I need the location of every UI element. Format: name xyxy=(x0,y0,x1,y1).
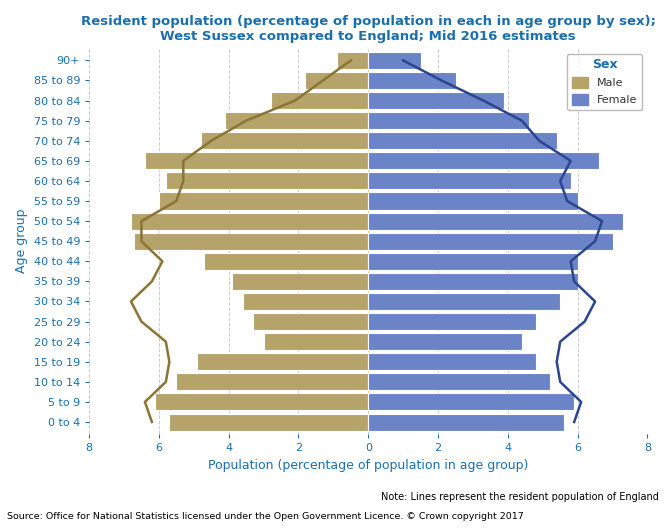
Bar xyxy=(145,152,368,169)
Bar xyxy=(368,72,456,89)
Bar xyxy=(166,172,368,189)
Bar xyxy=(368,233,613,250)
Bar xyxy=(368,92,504,109)
Bar xyxy=(337,52,368,69)
Bar xyxy=(253,313,368,330)
Bar xyxy=(176,373,368,390)
Bar xyxy=(306,72,368,89)
Bar xyxy=(131,213,368,230)
Bar xyxy=(225,112,368,129)
Bar xyxy=(135,233,368,250)
X-axis label: Population (percentage of population in age group): Population (percentage of population in … xyxy=(208,459,528,472)
Text: Source: Office for National Statistics licensed under the Open Government Licenc: Source: Office for National Statistics l… xyxy=(7,513,523,522)
Bar xyxy=(155,394,368,411)
Bar xyxy=(368,52,421,69)
Title: Resident population (percentage of population in each in age group by sex);
West: Resident population (percentage of popul… xyxy=(81,15,656,43)
Bar xyxy=(368,172,571,189)
Bar xyxy=(368,414,563,431)
Bar xyxy=(242,293,368,310)
Bar xyxy=(368,152,599,169)
Bar xyxy=(368,373,549,390)
Bar xyxy=(264,333,368,350)
Bar xyxy=(368,213,623,230)
Text: Note: Lines represent the resident population of England: Note: Lines represent the resident popul… xyxy=(382,492,659,502)
Bar xyxy=(204,253,368,270)
Bar xyxy=(368,394,574,411)
Bar xyxy=(368,313,535,330)
Bar xyxy=(368,253,577,270)
Legend: Male, Female: Male, Female xyxy=(567,54,642,110)
Bar xyxy=(169,414,368,431)
Bar xyxy=(368,293,560,310)
Bar xyxy=(368,112,529,129)
Bar xyxy=(368,353,535,370)
Bar xyxy=(270,92,368,109)
Bar xyxy=(368,193,577,209)
Bar xyxy=(368,333,521,350)
Bar xyxy=(159,193,368,209)
Bar xyxy=(368,132,557,149)
Y-axis label: Age group: Age group xyxy=(15,209,28,273)
Bar xyxy=(200,132,368,149)
Bar xyxy=(197,353,368,370)
Bar xyxy=(368,273,577,290)
Bar xyxy=(232,273,368,290)
